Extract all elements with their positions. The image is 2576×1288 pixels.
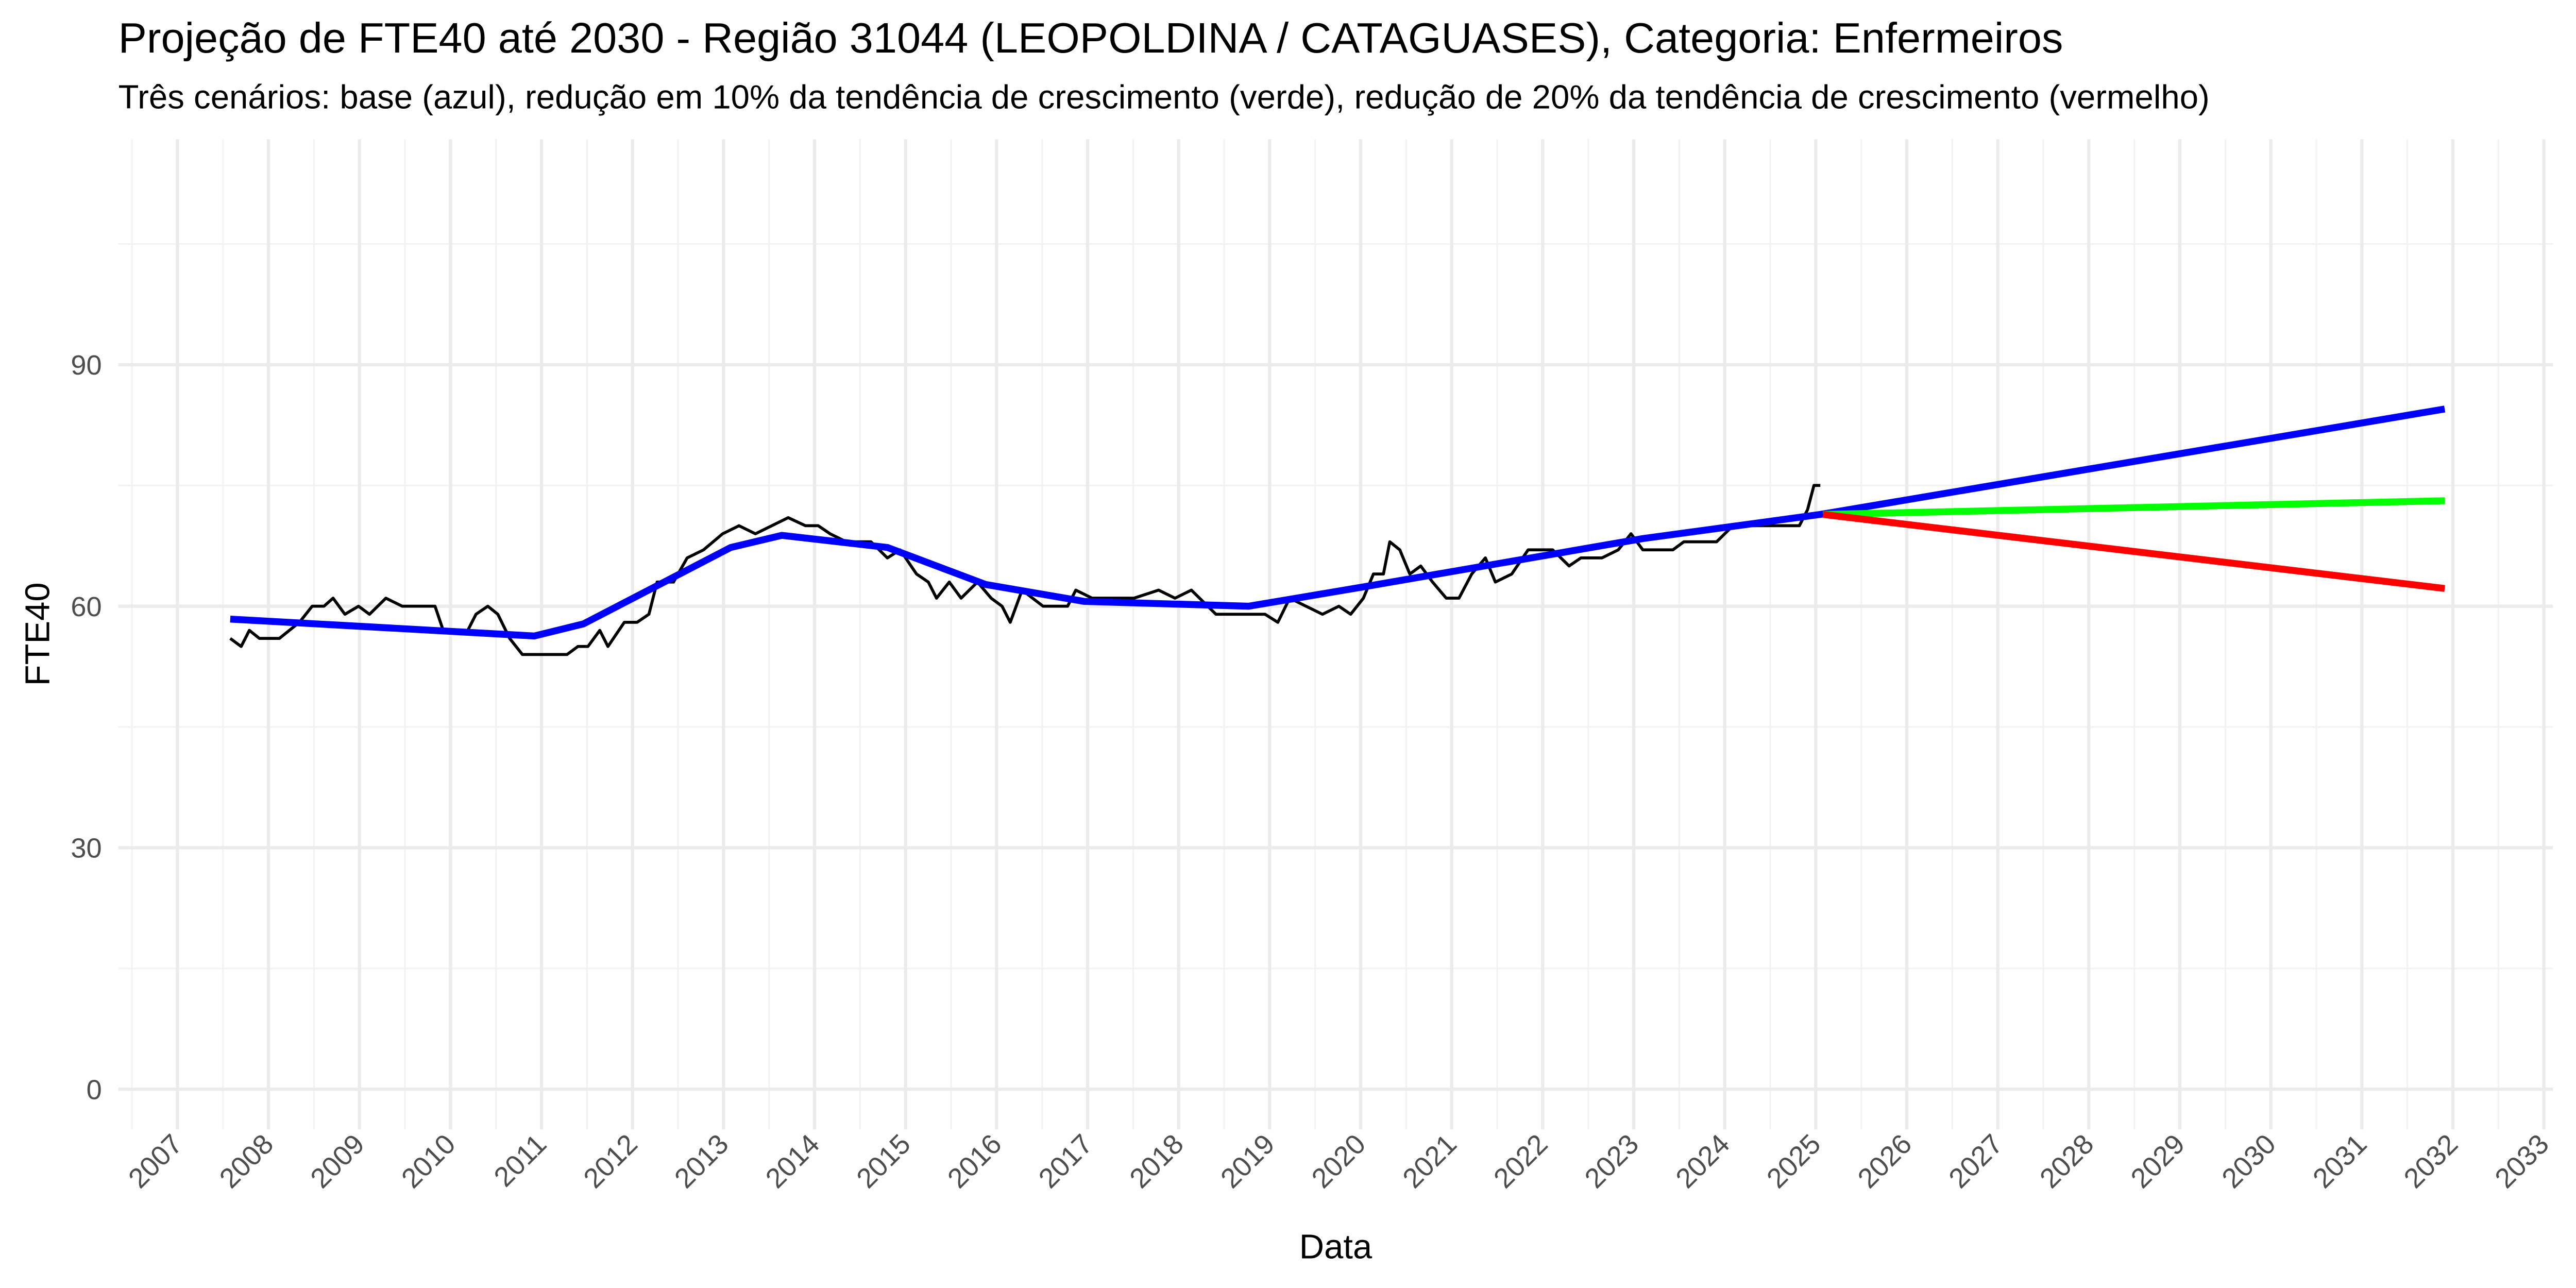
x-tick-label: 2031 (2307, 1128, 2373, 1194)
x-tick-label: 2033 (2489, 1128, 2555, 1194)
series-line (1822, 511, 2445, 592)
x-tick-label: 2017 (1033, 1128, 1099, 1194)
series-line (1823, 497, 2445, 518)
x-tick-label: 2027 (1943, 1128, 2009, 1194)
x-tick-label: 2009 (304, 1128, 370, 1194)
x-tick-label: 2021 (1397, 1128, 1463, 1194)
x-tick-label: 2013 (669, 1128, 735, 1194)
x-tick-label: 2015 (851, 1128, 917, 1194)
y-axis-label: FTE40 (19, 582, 57, 686)
y-tick-label: 0 (87, 1074, 102, 1105)
x-tick-label: 2022 (1488, 1128, 1554, 1194)
x-tick-label: 2030 (2216, 1128, 2282, 1194)
x-tick-label: 2007 (123, 1128, 189, 1194)
x-tick-label: 2019 (1215, 1128, 1281, 1194)
x-tick-label: 2024 (1670, 1128, 1736, 1194)
x-tick-label: 2012 (578, 1128, 643, 1194)
x-tick-label: 2023 (1579, 1128, 1645, 1194)
series-line (230, 405, 2446, 640)
grid (118, 139, 2553, 1130)
x-tick-label: 2029 (2125, 1128, 2191, 1194)
x-tick-label: 2018 (1124, 1128, 1190, 1194)
x-axis-label: Data (1299, 1228, 1372, 1266)
x-tick-label: 2011 (488, 1128, 552, 1193)
x-tick-label: 2025 (1761, 1128, 1827, 1194)
x-tick-label: 2014 (760, 1128, 826, 1194)
x-tick-label: 2028 (2034, 1128, 2100, 1194)
x-tick-label: 2020 (1306, 1128, 1372, 1194)
x-tick-label: 2016 (942, 1128, 1008, 1194)
chart-title: Projeção de FTE40 até 2030 - Região 3104… (118, 14, 2063, 62)
x-tick-label: 2032 (2398, 1128, 2464, 1194)
x-tick-label: 2010 (396, 1128, 462, 1194)
plot-marks (229, 405, 2446, 656)
y-tick-label: 30 (71, 833, 101, 864)
y-tick-label: 60 (71, 591, 101, 622)
chart-subtitle: Três cenários: base (azul), redução em 1… (118, 78, 2210, 115)
x-tick-label: 2026 (1852, 1128, 1918, 1194)
x-tick-label: 2008 (214, 1128, 280, 1194)
y-tick-label: 90 (71, 350, 101, 381)
